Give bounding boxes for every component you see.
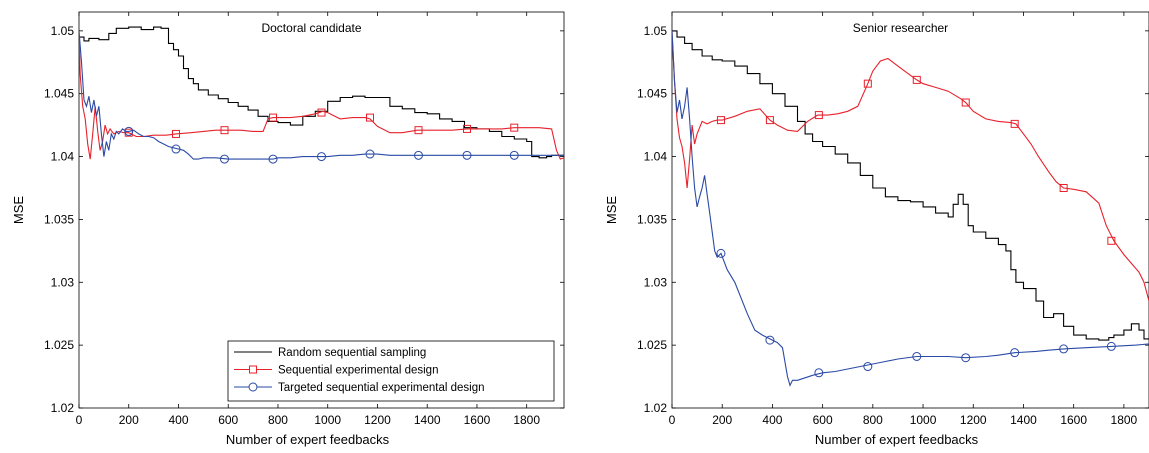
data-point-marker <box>912 351 922 361</box>
data-point-marker <box>1106 341 1116 351</box>
legend-label: Sequential experimental design <box>278 365 438 377</box>
x-tick-label: 1200 <box>960 413 987 427</box>
y-tick-label: 1.025 <box>637 338 667 352</box>
x-tick-label: 800 <box>863 413 883 427</box>
x-tick-label: 1600 <box>1060 413 1087 427</box>
y-axis-label: MSE <box>604 196 619 225</box>
data-point-marker <box>1059 344 1069 354</box>
data-point-marker <box>1010 119 1019 128</box>
data-point-marker <box>863 362 873 372</box>
y-tick-label: 1.045 <box>44 87 74 101</box>
data-point-marker <box>814 111 823 120</box>
plot-area <box>671 11 1149 409</box>
data-point-marker <box>1059 184 1068 192</box>
data-point-marker <box>1107 236 1116 245</box>
x-tick-label: 1800 <box>1111 413 1138 427</box>
y-tick-label: 1.045 <box>637 87 667 101</box>
y-tick-label: 1.035 <box>44 212 74 226</box>
y-axis-label: MSE <box>11 196 26 225</box>
x-tick-label: 0 <box>76 413 83 427</box>
data-point-marker <box>268 154 278 164</box>
y-tick-label: 1.05 <box>51 24 75 38</box>
series-line <box>672 30 1149 387</box>
legend-label: Random sequential sampling <box>278 347 426 359</box>
data-point-marker <box>220 126 229 135</box>
legend: Random sequential sampling Sequential exp… <box>227 340 555 402</box>
x-tick-label: 1000 <box>314 413 341 427</box>
data-point-marker <box>317 152 326 162</box>
data-point-marker <box>414 126 423 135</box>
x-tick-label: 1200 <box>364 413 391 427</box>
y-tick-label: 1.03 <box>51 275 75 289</box>
x-tick-label: 1400 <box>414 413 441 427</box>
data-point-marker <box>414 150 423 160</box>
series-line <box>672 30 1149 341</box>
chart-senior-researcher: 0 200 400 600 800 1000 1200 1400 1600 1800 1.02 1.0… <box>604 11 1149 447</box>
legend-marker <box>248 382 258 392</box>
data-point-marker <box>765 335 775 345</box>
x-tick-label: 800 <box>268 413 288 427</box>
data-point-marker <box>172 129 180 138</box>
y-tick-label: 1.04 <box>51 150 75 164</box>
data-point-marker <box>961 353 971 363</box>
y-tick-label: 1.02 <box>644 401 668 415</box>
legend-marker <box>249 365 257 374</box>
x-tick-label: 1400 <box>1010 413 1037 427</box>
chart-doctoral-candidate: 0 200 400 600 800 1000 1200 1400 1600 1800 1.02 1.0… <box>11 11 565 447</box>
data-point-marker <box>269 113 277 122</box>
x-tick-label: 0 <box>669 413 676 427</box>
x-tick-label: 600 <box>218 413 238 427</box>
x-axis-label: Number of expert feedbacks <box>226 432 390 447</box>
data-point-marker <box>863 79 872 88</box>
series-line <box>79 30 564 160</box>
data-point-marker <box>462 150 472 160</box>
x-tick-label: 200 <box>712 413 732 427</box>
data-point-marker <box>220 154 229 164</box>
y-tick-label: 1.04 <box>644 150 668 164</box>
series-line <box>672 30 1149 302</box>
data-point-marker <box>509 150 519 160</box>
data-point-marker <box>912 75 921 84</box>
data-point-marker <box>365 149 375 159</box>
data-point-marker <box>716 248 726 258</box>
x-axis-label: Number of expert feedbacks <box>815 432 979 447</box>
y-tick-label: 1.03 <box>644 275 668 289</box>
y-tick-label: 1.05 <box>644 24 668 38</box>
data-point-marker <box>510 123 519 132</box>
data-point-marker <box>317 108 326 117</box>
data-point-marker <box>1010 348 1020 358</box>
chart-title: Doctoral candidate <box>261 21 361 35</box>
data-point-marker <box>171 144 181 154</box>
data-point-marker <box>124 126 134 136</box>
y-tick-label: 1.025 <box>44 338 74 352</box>
x-tick-label: 1600 <box>464 413 491 427</box>
data-point-marker <box>961 98 970 107</box>
x-tick-label: 600 <box>813 413 833 427</box>
legend-box <box>227 340 555 402</box>
x-tick-label: 400 <box>168 413 188 427</box>
x-tick-label: 1800 <box>513 413 540 427</box>
data-point-marker <box>765 116 774 125</box>
y-tick-label: 1.035 <box>637 212 667 226</box>
data-point-marker <box>814 368 824 378</box>
x-tick-label: 400 <box>762 413 782 427</box>
data-point-marker <box>716 116 725 125</box>
data-point-marker <box>463 124 471 133</box>
legend-label: Targeted sequential experimental design <box>278 382 485 394</box>
chart-title: Senior researcher <box>853 21 948 35</box>
x-tick-label: 200 <box>119 413 139 427</box>
y-tick-label: 1.02 <box>51 401 75 415</box>
data-point-marker <box>366 113 374 122</box>
x-tick-label: 1000 <box>910 413 937 427</box>
